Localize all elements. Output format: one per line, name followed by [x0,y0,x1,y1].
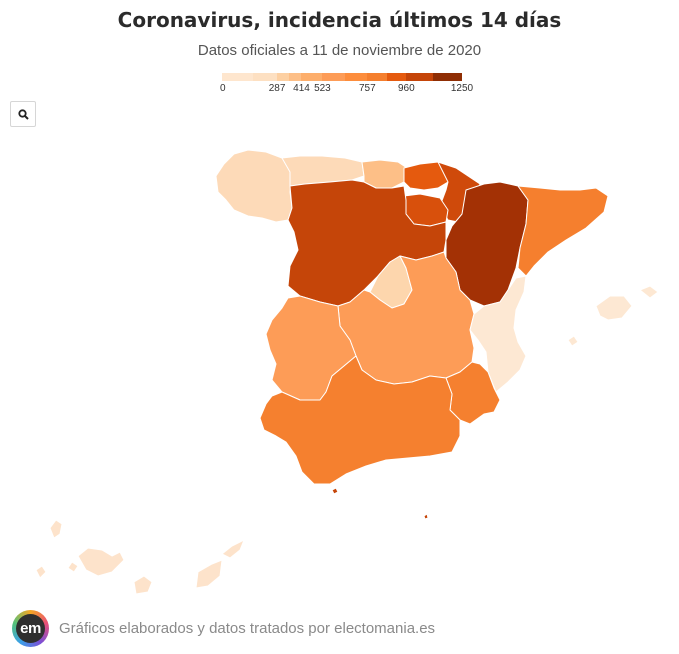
legend-color-scale [222,73,462,81]
legend-tick-label: 960 [397,83,415,94]
legend-color-step [277,73,290,81]
legend-color-step [252,73,278,81]
legend-color-step [367,73,388,81]
search-icon [17,108,29,120]
legend-color-step [322,73,345,81]
legend-tick-label: 414 [293,83,310,94]
legend-color-step [289,73,302,81]
legend-color-step [344,73,368,81]
legend-color-step [301,73,323,81]
region-cataluña[interactable] [517,185,609,277]
region-galicia[interactable] [215,149,293,223]
legend-tick-label: 1250 [450,83,474,94]
region-comunitat-valenciana[interactable] [469,275,527,393]
region-cantabria[interactable] [361,159,411,189]
legend-color-step [222,73,253,81]
color-legend: 0 287 414 523 757 960 1250 [220,73,473,103]
region-canarias[interactable] [35,519,245,595]
legend-color-step [433,73,462,81]
credit-text: Gráficos elaborados y datos tratados por… [59,620,436,637]
zoom-button[interactable] [10,101,36,127]
region-illes-balears[interactable] [567,285,659,347]
legend-tick-label: 757 [359,83,376,94]
region-andalucía[interactable] [259,355,461,485]
region-asturias[interactable] [281,155,365,187]
page-title: Coronavirus, incidencia últimos 14 días [117,8,562,32]
electomania-logo: em [12,610,49,647]
footer: em Gráficos elaborados y datos tratados … [12,610,672,650]
region-país-vasco[interactable] [403,161,451,191]
legend-color-step [406,73,434,81]
page-subtitle: Datos oficiales a 11 de noviembre de 202… [197,42,482,59]
legend-color-step [387,73,407,81]
legend-tick-label: 523 [314,83,331,94]
legend-tick-label: 287 [268,83,286,94]
region-ceuta[interactable] [331,487,339,495]
legend-tick-label: 0 [220,83,226,94]
region-melilla[interactable] [423,513,429,520]
